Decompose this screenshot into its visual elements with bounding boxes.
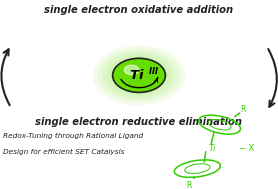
Text: $\bfit{III}$: $\bfit{III}$ <box>148 65 159 76</box>
Text: single electron oxidative addition: single electron oxidative addition <box>44 5 234 15</box>
Text: $\bfit{Ti}$: $\bfit{Ti}$ <box>129 68 145 82</box>
Text: R: R <box>240 105 246 114</box>
Text: Redox-Tuning through Rational Ligand: Redox-Tuning through Rational Ligand <box>3 133 143 139</box>
Text: − X: − X <box>239 143 254 153</box>
Text: Design for efficient SET Catalysis: Design for efficient SET Catalysis <box>3 149 124 155</box>
Text: Ti: Ti <box>209 143 216 153</box>
Circle shape <box>103 52 175 99</box>
Circle shape <box>113 58 165 92</box>
Text: R: R <box>186 181 192 189</box>
Circle shape <box>98 49 180 102</box>
Circle shape <box>124 65 139 75</box>
Text: single electron reductive elimination: single electron reductive elimination <box>36 117 242 127</box>
Circle shape <box>108 55 170 96</box>
Circle shape <box>93 45 185 105</box>
